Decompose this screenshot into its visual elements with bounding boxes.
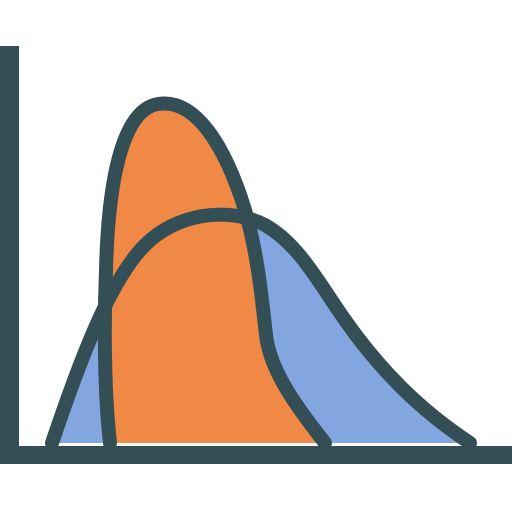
orange-distribution-curve [97,96,332,450]
x-axis-line [0,446,512,464]
y-axis-line [0,46,19,464]
